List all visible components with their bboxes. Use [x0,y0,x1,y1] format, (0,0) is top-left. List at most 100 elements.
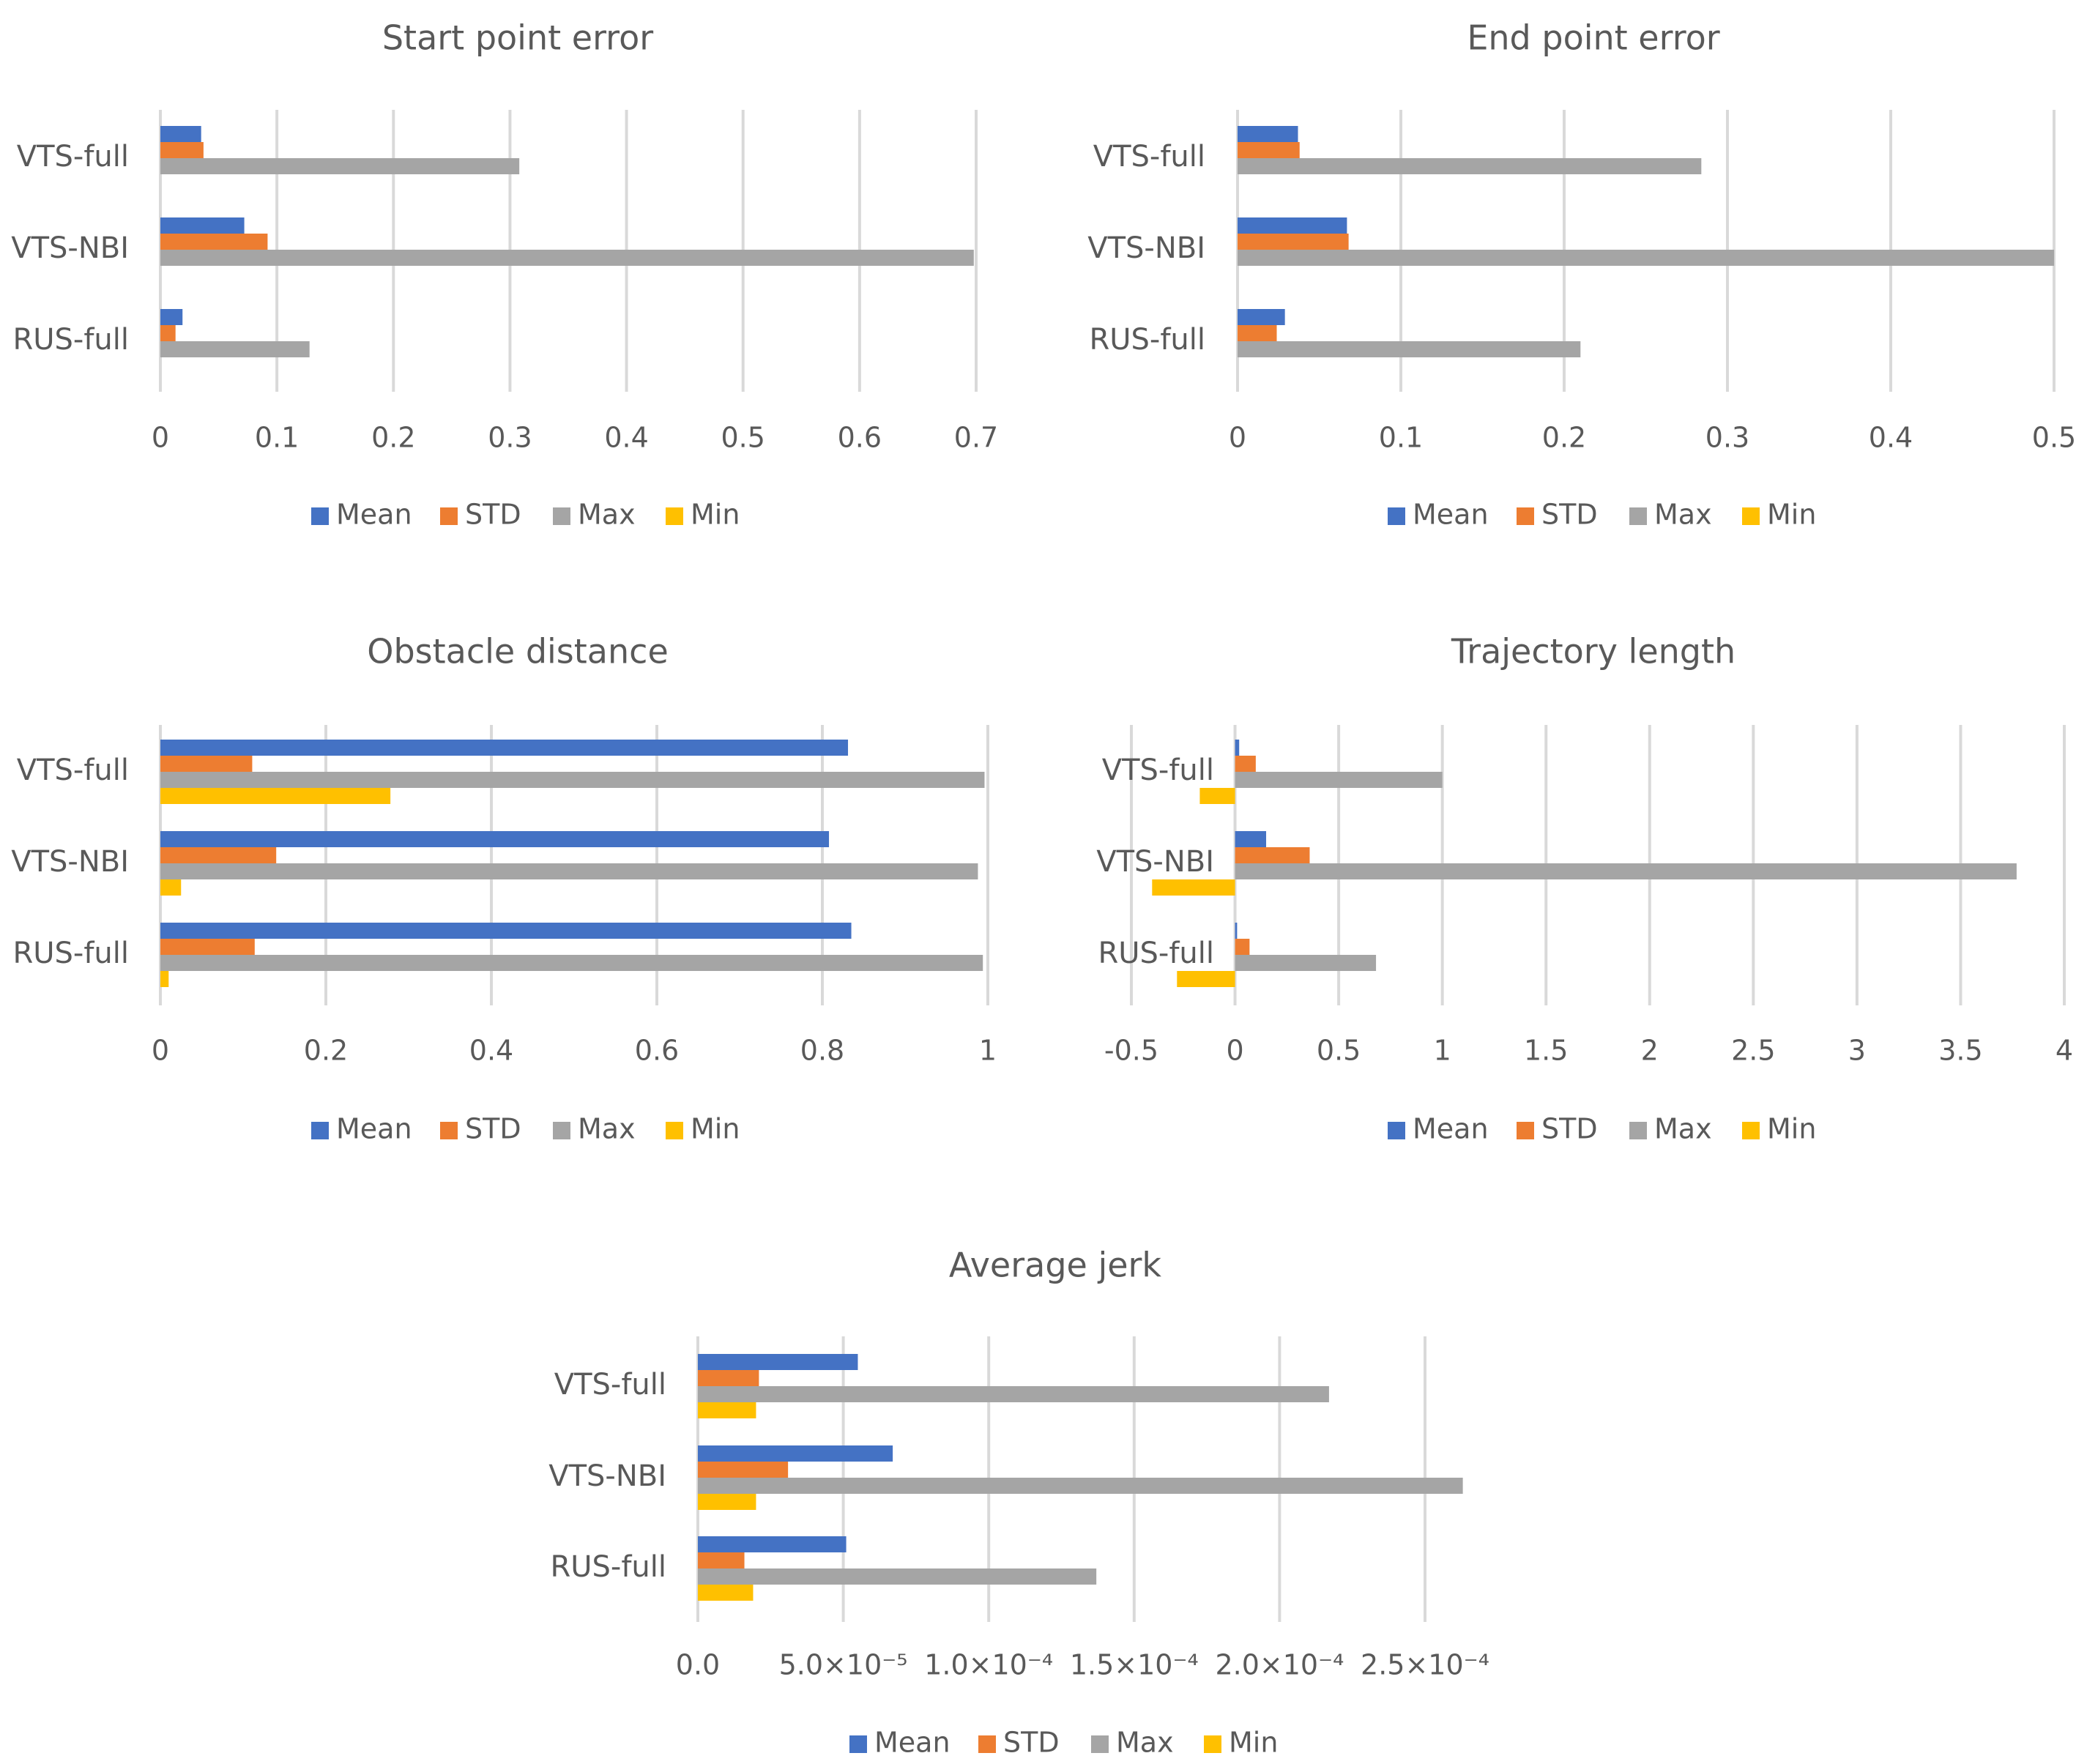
bar-max-vts-nbi [1235,863,2017,879]
category-label: VTS-full [17,753,129,787]
bar-min-vts-full [1199,788,1235,804]
legend-label-min: Min [1767,1113,1816,1145]
legend-label-mean: Mean [336,1113,412,1145]
chart-title: End point error [1467,18,1719,58]
bar-std-rus-full [698,1552,745,1568]
category-label: RUS-full [550,1550,666,1584]
bar-std-vts-full [160,756,253,772]
bar-max-vts-nbi [160,250,974,266]
bar-max-rus-full [698,1568,1097,1585]
x-tick-label: 1.5 [1524,1035,1568,1067]
bar-std-vts-full [1235,756,1256,772]
bar-std-vts-nbi [160,847,277,863]
category-label: VTS-NBI [548,1459,666,1493]
bar-mean-vts-nbi [160,831,830,847]
category-label: VTS-NBI [1087,231,1205,265]
x-tick-label: 0.5 [1317,1035,1361,1067]
legend-label-std: STD [465,499,521,531]
legend-swatch-mean [311,507,329,525]
legend-swatch-max [1091,1735,1109,1753]
chart-1: Start point error 0 0.1 0.2 0.3 0.4 0.5 0.6 0.7 V… [11,18,998,531]
x-tick-label: 0.5 [721,422,765,454]
bar-max-vts-nbi [160,863,978,879]
legend-swatch-max [553,507,570,525]
category-label: VTS-full [1102,753,1214,787]
bar-std-rus-full [1238,325,1277,341]
legend-label-std: STD [1541,1113,1598,1145]
bar-max-rus-full [160,955,983,971]
bar-min-rus-full [160,971,169,987]
x-tick-label: 0.1 [1379,422,1423,454]
legend-swatch-min [1742,507,1760,525]
category-label: VTS-NBI [1096,845,1214,879]
legend-label-mean: Mean [336,499,412,531]
bar-max-vts-full [1235,772,1443,788]
legend-label-min: Min [691,1113,740,1145]
x-tick-label: 0.4 [469,1035,513,1067]
bar-min-rus-full [698,1585,754,1601]
category-label: RUS-full [12,323,129,357]
legend-swatch-min [1204,1735,1221,1753]
x-tick-label: 0.4 [1869,422,1913,454]
legend-swatch-std [440,507,458,525]
bar-mean-rus-full [160,923,852,939]
bar-mean-rus-full [160,309,183,325]
bar-mean-vts-nbi [160,217,245,234]
x-tick-label: 3.5 [1938,1035,1982,1067]
x-tick-label: 2.5 [1731,1035,1775,1067]
category-label: VTS-full [1093,140,1205,174]
bar-min-vts-nbi [160,879,182,896]
x-tick-label: 0.7 [954,422,998,454]
x-tick-label: 0 [1226,1035,1243,1067]
legend-label-min: Min [1229,1727,1278,1759]
x-tick-label: 5.0×10⁻⁵ [779,1649,908,1681]
x-tick-label: 0.1 [255,422,299,454]
x-tick-label: 0.4 [604,422,648,454]
legend-label-max: Max [1654,1113,1712,1145]
x-tick-label: 1 [1434,1035,1451,1067]
bar-mean-vts-full [1238,126,1298,142]
x-tick-label: 0.6 [838,422,882,454]
chart-title: Average jerk [949,1246,1162,1285]
legend-swatch-mean [849,1735,867,1753]
chart-3: Obstacle distance 0 0.2 0.4 0.6 0.8 1 VTS-full V… [11,632,997,1145]
bar-std-rus-full [160,939,255,955]
x-tick-label: 2.0×10⁻⁴ [1215,1649,1344,1681]
x-tick-label: 0.8 [800,1035,844,1067]
x-tick-label: 2.5×10⁻⁴ [1361,1649,1489,1681]
x-tick-label: 4 [2056,1035,2073,1067]
legend-label-max: Max [1654,499,1712,531]
chart-title: Obstacle distance [367,632,669,671]
x-tick-label: 1.5×10⁻⁴ [1070,1649,1199,1681]
bar-mean-vts-nbi [1238,217,1347,234]
legend-swatch-max [1629,507,1647,525]
bar-max-rus-full [1235,955,1377,971]
bar-max-vts-full [160,772,985,788]
bar-max-rus-full [160,341,310,357]
bar-mean-vts-full [160,126,201,142]
x-tick-label: 0 [1229,422,1246,454]
bar-std-vts-full [698,1370,759,1386]
legend-label-max: Max [1116,1727,1174,1759]
legend-swatch-mean [1388,507,1405,525]
legend-swatch-std [978,1735,996,1753]
bar-max-vts-full [698,1386,1329,1402]
x-tick-label: 1.0×10⁻⁴ [924,1649,1053,1681]
x-tick-label: 0.3 [1705,422,1749,454]
legend-swatch-std [440,1122,458,1139]
legend-swatch-max [553,1122,570,1139]
bar-min-vts-full [160,788,391,804]
bar-std-vts-nbi [160,234,268,250]
bar-std-vts-nbi [698,1462,789,1478]
x-tick-label: -0.5 [1104,1035,1158,1067]
legend-label-max: Max [578,499,636,531]
bar-std-vts-nbi [1235,847,1310,863]
bar-mean-rus-full [698,1536,847,1552]
chart-title: Trajectory length [1451,632,1736,671]
x-tick-label: 0.6 [635,1035,679,1067]
x-tick-label: 0.0 [676,1649,720,1681]
legend-label-mean: Mean [1413,1113,1489,1145]
chart-2: End point error 0 0.1 0.2 0.3 0.4 0.5 VTS-full V… [1087,18,2076,531]
legend-swatch-min [666,1122,683,1139]
